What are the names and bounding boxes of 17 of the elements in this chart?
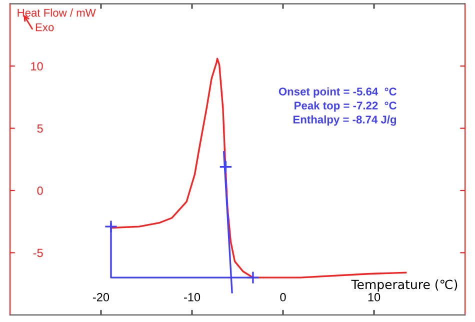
y-tick-label: -5 <box>33 248 43 258</box>
annotation: Enthalpy = -8.74 J/g <box>293 115 396 126</box>
annotation: Onset point = -5.64 °C <box>278 87 396 98</box>
x-axis-title: Temperature (℃) <box>351 280 458 292</box>
point <box>246 270 260 284</box>
y-tick-label: 0 <box>37 186 43 195</box>
y-tick-label: 10 <box>31 62 43 70</box>
annotation: Exo <box>36 23 54 32</box>
y-axis-title: Heat Flow / mW <box>18 8 96 17</box>
y-tick-label: 5 <box>37 124 43 133</box>
x-tick-label: 0 <box>280 293 286 302</box>
x-tick-label: -10 <box>184 293 200 302</box>
x-tick-label: -20 <box>92 293 110 302</box>
x-tick-label: 10 <box>368 293 380 302</box>
annotation: Peak top = -7.22 °C <box>294 101 396 112</box>
line-series <box>110 58 407 278</box>
point <box>219 160 232 174</box>
